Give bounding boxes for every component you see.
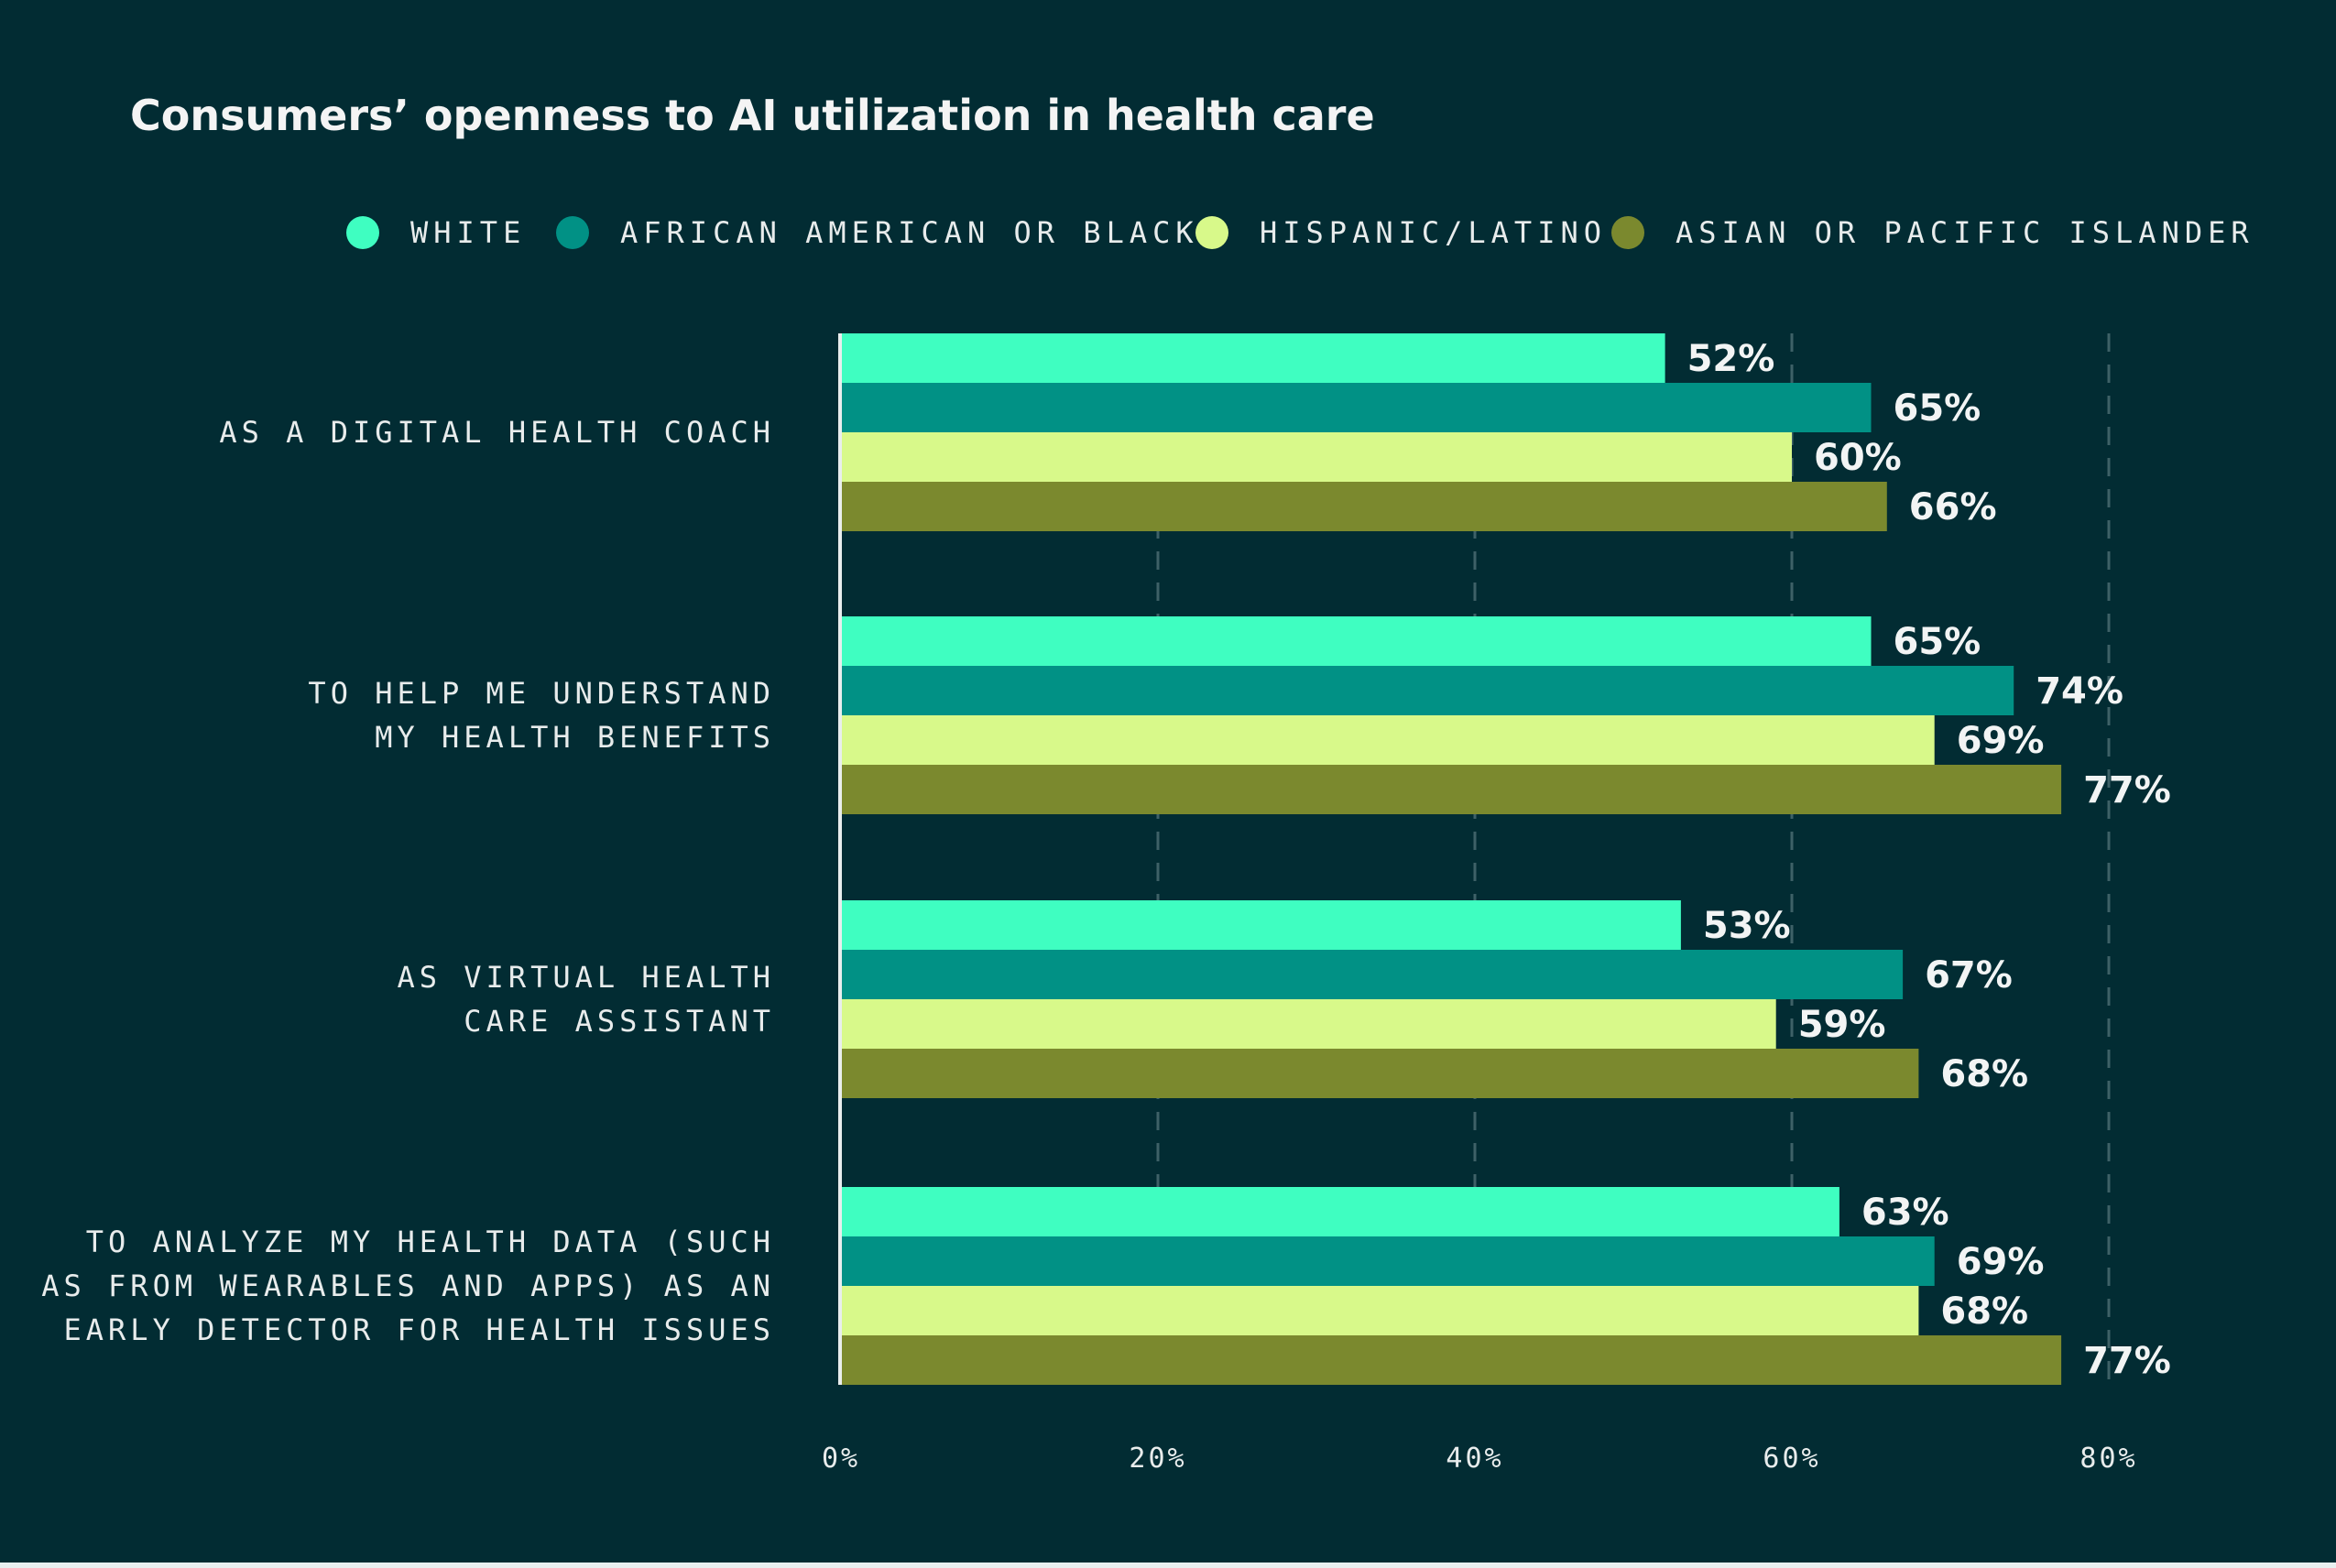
- data-label: 77%: [2083, 1340, 2171, 1382]
- category-labels: AS A DIGITAL HEALTH COACH TO HELP ME UNDE…: [41, 415, 775, 1347]
- data-label: 68%: [1940, 1053, 2028, 1095]
- bar: [841, 715, 1935, 765]
- bar: [841, 482, 1887, 531]
- data-label: 69%: [1957, 1241, 2045, 1283]
- bar: [841, 333, 1665, 383]
- data-label: 77%: [2083, 769, 2171, 811]
- data-label: 60%: [1814, 437, 1902, 479]
- bar: [841, 432, 1792, 482]
- bottom-border: [0, 1563, 2336, 1568]
- data-label: 63%: [1861, 1192, 1949, 1234]
- category-label: TO HELP ME UNDERSTAND MY HEALTH BENEFITS: [308, 676, 775, 755]
- category-label: AS A DIGITAL HEALTH COACH: [219, 415, 775, 450]
- data-label: 69%: [1957, 720, 2045, 762]
- legend-label: ASIAN OR PACIFIC ISLANDER: [1676, 215, 2254, 250]
- category-label: TO ANALYZE MY HEALTH DATA (SUCH AS FROM W…: [41, 1225, 775, 1347]
- x-tick-label: 40%: [1446, 1443, 1503, 1475]
- legend-swatch: [346, 216, 379, 249]
- bar: [841, 1187, 1839, 1236]
- category-label-line: TO ANALYZE MY HEALTH DATA (SUCH: [86, 1225, 775, 1259]
- data-label: 66%: [1909, 486, 1997, 528]
- data-label: 65%: [1894, 621, 1981, 663]
- bar: [841, 1236, 1935, 1286]
- chart-title: Consumers’ openness to AI utilization in…: [130, 91, 1375, 140]
- category-label-line: CARE ASSISTANT: [464, 1004, 775, 1039]
- legend: WHITE AFRICAN AMERICAN OR BLACK HISPANIC/L…: [346, 215, 2254, 250]
- data-label: 74%: [2036, 670, 2123, 713]
- bar: [841, 1335, 2062, 1385]
- legend-swatch: [1611, 216, 1644, 249]
- data-labels: 52%65%60%66%65%74%69%77%53%67%59%68%63%6…: [1687, 338, 2171, 1382]
- bar: [841, 383, 1872, 432]
- bar: [841, 900, 1681, 950]
- category-label: AS VIRTUAL HEALTH CARE ASSISTANT: [397, 960, 775, 1039]
- legend-label: WHITE: [410, 215, 526, 250]
- x-tick-label: 20%: [1129, 1443, 1186, 1475]
- data-label: 52%: [1687, 338, 1775, 380]
- bar: [841, 765, 2062, 814]
- category-label-line: TO HELP ME UNDERSTAND: [308, 676, 775, 711]
- bar: [841, 1049, 1919, 1098]
- category-label-line: MY HEALTH BENEFITS: [375, 720, 775, 755]
- category-label-line: AS VIRTUAL HEALTH: [397, 960, 775, 995]
- data-label: 53%: [1703, 905, 1791, 947]
- bars: [841, 333, 2062, 1385]
- bar: [841, 616, 1872, 666]
- bar: [841, 999, 1776, 1049]
- x-tick-label: 60%: [1763, 1443, 1820, 1475]
- legend-swatch: [556, 216, 589, 249]
- legend-label: HISPANIC/LATINO: [1260, 215, 1607, 250]
- category-label-line: AS FROM WEARABLES AND APPS) AS AN: [41, 1269, 775, 1303]
- data-label: 67%: [1925, 954, 2013, 996]
- bar: [841, 950, 1904, 999]
- legend-swatch: [1195, 216, 1228, 249]
- data-label: 68%: [1940, 1290, 2028, 1333]
- bar: [841, 666, 2014, 715]
- data-label: 59%: [1798, 1004, 1886, 1046]
- x-tick-label: 80%: [2079, 1443, 2137, 1475]
- x-tick-label: 0%: [822, 1443, 860, 1475]
- data-label: 65%: [1894, 387, 1981, 430]
- legend-label: AFRICAN AMERICAN OR BLACK: [620, 215, 1199, 250]
- x-axis-ticks: 0% 20% 40% 60% 80%: [822, 1443, 2137, 1475]
- category-label-line: EARLY DETECTOR FOR HEALTH ISSUES: [64, 1312, 776, 1347]
- category-label-line: AS A DIGITAL HEALTH COACH: [219, 415, 775, 450]
- bar: [841, 1286, 1919, 1335]
